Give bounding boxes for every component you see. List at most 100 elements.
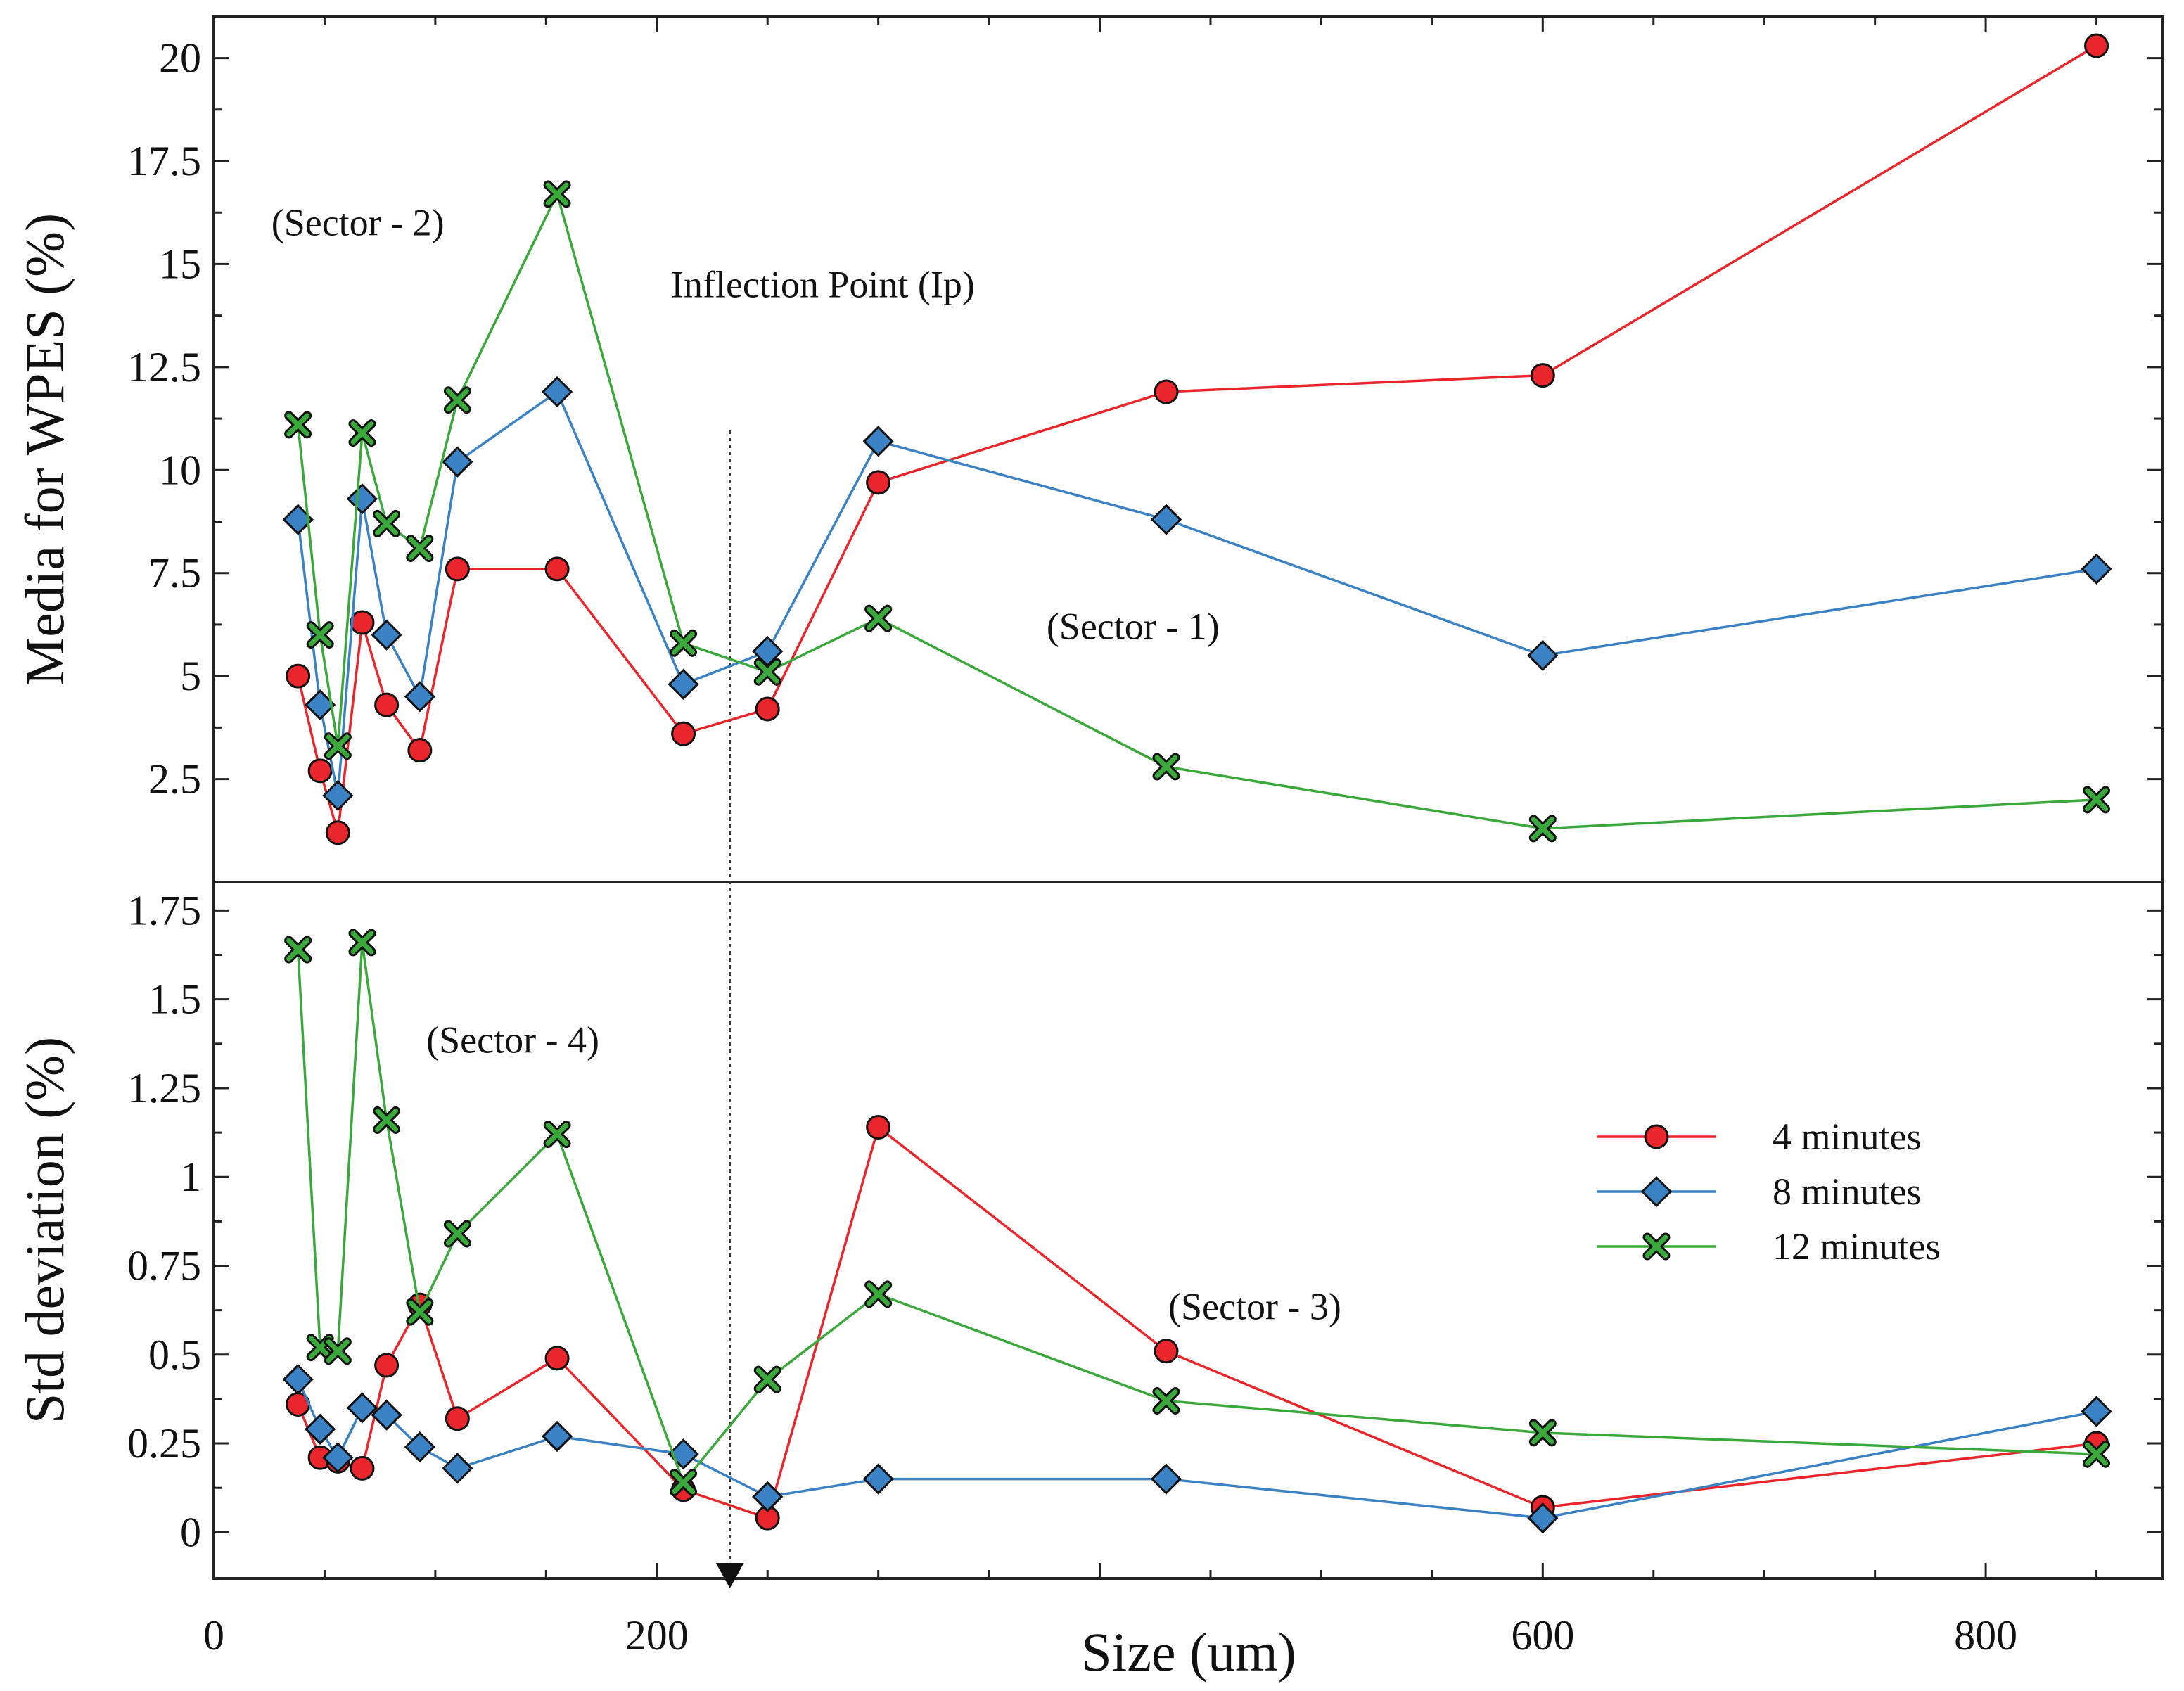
point-marker	[753, 1365, 781, 1393]
y-tick-label: 0	[180, 1509, 201, 1555]
point-marker	[1527, 1502, 1559, 1534]
point-marker	[282, 1364, 314, 1396]
point-marker	[406, 1298, 434, 1326]
marker-stroke	[2085, 788, 2109, 812]
point-marker	[543, 180, 571, 208]
inflection-arrow-icon	[715, 1563, 744, 1588]
marker-stroke	[286, 938, 310, 962]
point-marker	[445, 1406, 470, 1431]
point-marker	[2083, 786, 2111, 814]
point-marker	[346, 483, 378, 515]
point-marker	[307, 758, 333, 784]
point-marker	[866, 1115, 891, 1140]
legend-label: 8 minutes	[1773, 1170, 1922, 1213]
marker-stroke	[350, 931, 374, 955]
inflection-line	[715, 430, 744, 1588]
marker-stroke	[1645, 1234, 1668, 1258]
point-marker	[348, 419, 376, 447]
point-marker	[350, 610, 375, 635]
point-marker	[2081, 553, 2112, 585]
point-marker	[671, 721, 696, 746]
annotation: (Sector - 2)	[272, 201, 445, 243]
legend-label: 12 minutes	[1773, 1225, 1941, 1268]
y-axis-label: Std deviation (%)	[14, 1037, 75, 1424]
point-marker	[2081, 1396, 2112, 1427]
marker-stroke	[408, 1300, 432, 1324]
marker-stroke	[2085, 1442, 2109, 1466]
annotation: Inflection Point (Ip)	[671, 263, 975, 305]
point-marker	[445, 556, 470, 582]
point-marker	[862, 1463, 894, 1495]
legend-label: 4 minutes	[1773, 1116, 1922, 1158]
point-marker	[373, 1106, 401, 1134]
legend-marker	[1644, 1124, 1669, 1149]
annotation: (Sector - 1)	[1047, 605, 1220, 647]
point-marker	[543, 1121, 571, 1149]
point-marker	[443, 386, 471, 414]
y-tick-label: 17.5	[127, 138, 201, 184]
point-marker	[2084, 33, 2109, 58]
series-line-4-minutes	[296, 44, 2097, 834]
marker-stroke	[326, 1339, 350, 1363]
y-tick-label: 1.5	[148, 976, 201, 1023]
point-marker	[1527, 639, 1559, 671]
point-marker	[752, 635, 784, 668]
x-tick-label: 600	[1511, 1612, 1574, 1659]
point-marker	[2083, 1440, 2111, 1468]
point-marker	[544, 1346, 570, 1371]
y-axis-label: Media for WPES (%)	[14, 213, 75, 686]
marker-stroke	[867, 606, 890, 630]
marker-stroke	[326, 734, 350, 758]
point-marker	[284, 936, 312, 964]
point-marker	[371, 1399, 402, 1431]
y-tick-label: 1.75	[127, 887, 201, 933]
marker-stroke	[408, 537, 432, 561]
plot-frame	[212, 15, 2164, 1580]
y-tick-label: 15	[159, 241, 201, 287]
y-tick-label: 10	[159, 447, 201, 493]
marker-stroke	[286, 413, 310, 437]
series-line-12-minutes	[296, 942, 2097, 1486]
point-marker	[322, 779, 354, 812]
marker-stroke	[1154, 755, 1178, 779]
legend-marker	[1642, 1232, 1671, 1261]
point-marker	[670, 629, 698, 657]
marker-stroke	[350, 421, 374, 445]
point-marker	[371, 619, 402, 651]
legend-marker	[1640, 1175, 1673, 1208]
marker-stroke	[1531, 1421, 1554, 1445]
point-marker	[348, 929, 376, 957]
x-axis-label: Size (um)	[1081, 1621, 1296, 1683]
y-tick-label: 1.25	[127, 1065, 201, 1111]
y-tick-label: 2.5	[148, 756, 201, 803]
y-tick-label: 20	[159, 35, 201, 82]
marker-stroke	[755, 1367, 779, 1391]
point-marker	[866, 470, 891, 495]
marker-stroke	[755, 660, 779, 684]
point-marker	[1154, 379, 1179, 404]
plot-border	[212, 15, 2164, 1580]
point-marker	[1150, 1463, 1182, 1495]
point-marker	[322, 1442, 354, 1474]
point-marker	[443, 1220, 471, 1248]
point-marker	[668, 668, 699, 700]
marker-stroke	[867, 1282, 890, 1306]
marker-stroke	[672, 1471, 696, 1495]
point-marker	[324, 732, 352, 760]
legend: 4 minutes 8 minutes 12 minutes	[1597, 1116, 1941, 1268]
marker-stroke	[308, 623, 332, 647]
point-marker	[1528, 1419, 1557, 1447]
point-marker	[755, 696, 780, 722]
point-marker	[1152, 753, 1180, 781]
point-marker	[442, 446, 473, 478]
marker-stroke	[445, 388, 469, 412]
point-marker	[374, 692, 400, 717]
marker-stroke	[375, 1108, 399, 1132]
y-tick-label: 12.5	[127, 344, 201, 390]
series-line-12-minutes	[296, 190, 2097, 830]
point-marker	[541, 376, 573, 408]
y-tick-label: 5	[180, 653, 201, 699]
point-marker	[1154, 1339, 1179, 1364]
point-marker	[670, 1469, 698, 1497]
